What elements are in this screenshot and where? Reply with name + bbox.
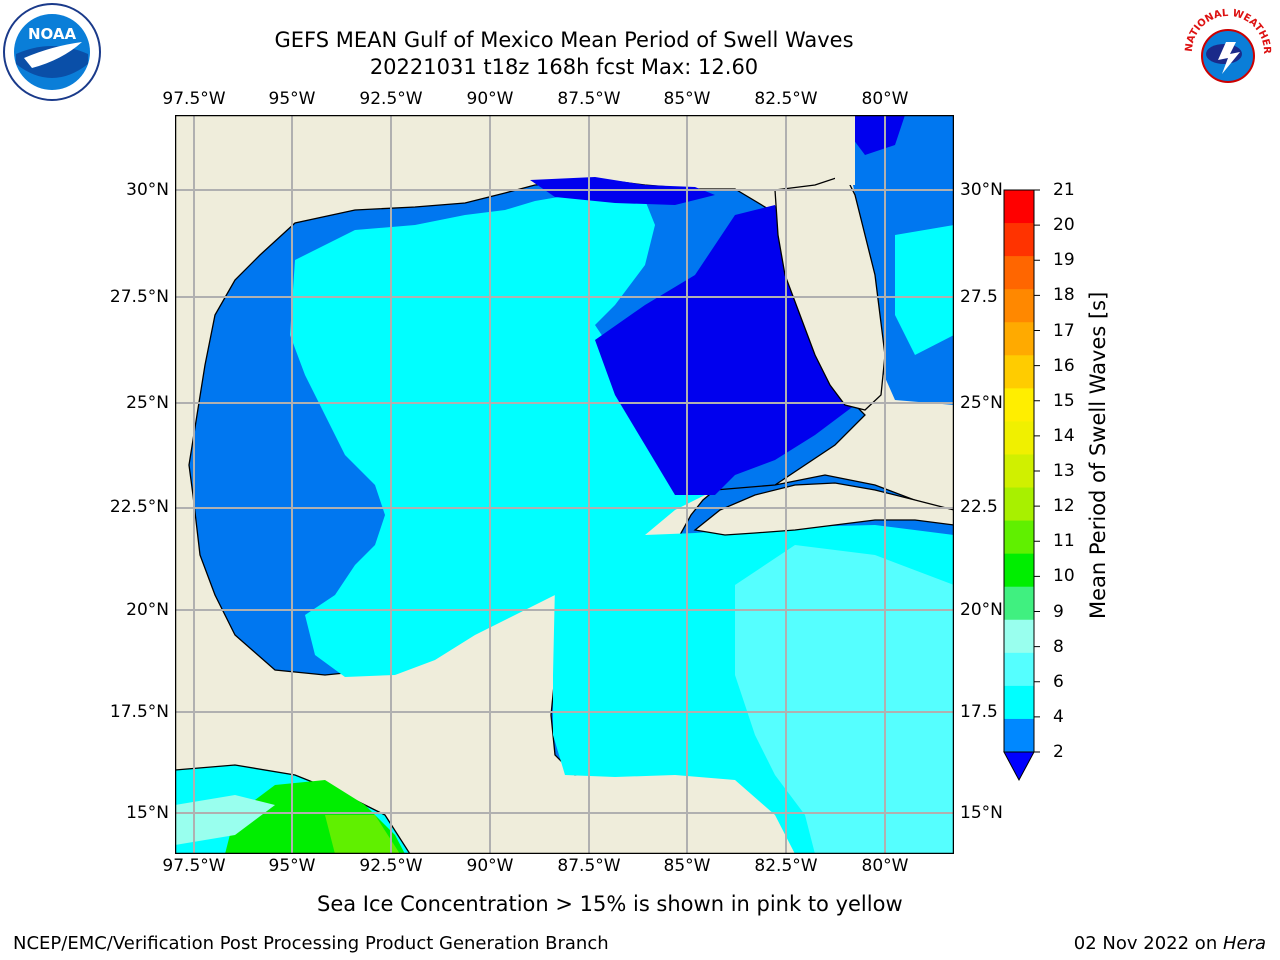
lat-label-right-4: 20°N <box>960 600 1003 620</box>
title-line-1: GEFS MEAN Gulf of Mexico Mean Period of … <box>274 28 854 52</box>
atlantic-dark <box>845 115 905 155</box>
colorbar-segment <box>1004 685 1034 720</box>
colorbar-segment <box>1004 586 1034 621</box>
noaa-logo-text: NOAA <box>28 25 77 43</box>
colorbar-segment <box>1004 421 1034 455</box>
colorbar-segment <box>1004 190 1034 224</box>
colorbar-segment <box>1004 553 1034 588</box>
nws-logo: NATIONAL WEATHER SERVICE <box>1174 0 1278 102</box>
lat-label-left-6: 15°N <box>126 803 169 823</box>
lat-label-right-1: 27.5 <box>960 287 998 307</box>
colorbar-tick-label: 20 <box>1053 215 1075 236</box>
footer-machine: Hera <box>1222 933 1266 954</box>
lon-label-bottom-0: 97.5°W <box>162 856 226 876</box>
colorbar-tick-label: 13 <box>1053 461 1075 481</box>
colorbar-tick-label: 11 <box>1053 531 1075 552</box>
lon-label-top-7: 80°W <box>861 89 909 109</box>
colorbar-segment <box>1004 355 1034 389</box>
colorbar-tick-label: 9 <box>1053 601 1064 622</box>
lat-label-left-1: 27.5°N <box>109 287 169 307</box>
noaa-logo: NOAA <box>2 2 102 102</box>
colorbar-segment <box>1004 652 1034 687</box>
lon-label-bottom-2: 92.5°W <box>359 856 423 876</box>
footer-date-text: 02 Nov 2022 on <box>1073 933 1223 954</box>
colorbar-tick-label: 8 <box>1053 636 1064 657</box>
pacific-lightgreen <box>325 815 400 854</box>
colorbar-segment <box>1004 619 1034 654</box>
lon-label-bottom-3: 90°W <box>466 856 514 876</box>
map-panel <box>175 115 954 854</box>
lon-label-bottom-6: 82.5°W <box>754 856 818 876</box>
colorbar-tick-label: 17 <box>1053 320 1075 341</box>
colorbar-tick-label: 19 <box>1053 250 1075 271</box>
colorbar-label: Mean Period of Swell Waves [s] <box>1086 291 1110 619</box>
florida-peninsula <box>774 174 886 411</box>
title-line-2: 20221031 t18z 168h fcst Max: 12.60 <box>369 55 759 79</box>
colorbar-tick-label: 12 <box>1053 496 1075 517</box>
colorbar-tick-label: 14 <box>1053 425 1075 446</box>
colorbar-segment <box>1004 520 1034 555</box>
lat-label-left-4: 20°N <box>126 600 169 620</box>
lat-label-left-5: 17.5°N <box>109 702 169 722</box>
lon-label-top-2: 92.5°W <box>359 89 423 109</box>
lon-label-top-0: 97.5°W <box>162 89 226 109</box>
lat-label-left-3: 22.5°N <box>109 497 169 517</box>
colorbar-segment <box>1004 256 1034 290</box>
lat-label-right-3: 22.5 <box>960 497 998 517</box>
lon-label-bottom-7: 80°W <box>861 856 909 876</box>
colorbar <box>1003 189 1040 782</box>
lon-label-top-3: 90°W <box>466 89 514 109</box>
lat-label-right-5: 17.5 <box>960 702 998 722</box>
pacific-lightcyan <box>175 795 275 845</box>
lon-label-top-5: 85°W <box>663 89 711 109</box>
lat-label-left-0: 30°N <box>126 180 169 200</box>
lon-label-bottom-5: 85°W <box>663 856 711 876</box>
colorbar-segment <box>1004 487 1034 522</box>
lon-label-top-1: 95°W <box>268 89 316 109</box>
colorbar-segment <box>1004 223 1034 257</box>
colorbar-tick-label: 16 <box>1053 355 1075 376</box>
light-cyan-region <box>735 545 954 854</box>
lon-label-bottom-4: 87.5°W <box>557 856 621 876</box>
colorbar-tick-label: 10 <box>1053 566 1075 587</box>
colorbar-tick-label: 18 <box>1053 285 1075 306</box>
lat-label-left-2: 25°N <box>126 393 169 413</box>
lon-label-top-6: 82.5°W <box>754 89 818 109</box>
colorbar-tick-label: 21 <box>1053 180 1075 200</box>
colorbar-tick-label: 6 <box>1053 671 1064 692</box>
atlantic-cyan <box>895 225 954 355</box>
footer-date: 02 Nov 2022 on Hera <box>1074 933 1266 954</box>
colorbar-segment <box>1004 454 1034 489</box>
colorbar-segment <box>1004 289 1034 323</box>
colorbar-tick-label: 2 <box>1053 742 1064 762</box>
lat-label-right-6: 15°N <box>960 803 1003 823</box>
sea-ice-note: Sea Ice Concentration > 15% is shown in … <box>317 892 903 916</box>
lat-lon-grid <box>175 115 954 854</box>
colorbar-tick-label: 4 <box>1053 706 1064 727</box>
map-frame <box>175 115 954 854</box>
colorbar-segment <box>1004 388 1034 422</box>
lat-label-right-2: 25°N <box>960 393 1003 413</box>
lat-label-right-0: 30°N <box>960 180 1003 200</box>
colorbar-segment <box>1004 322 1034 356</box>
lon-label-bottom-1: 95°W <box>268 856 316 876</box>
footer-credit: NCEP/EMC/Verification Post Processing Pr… <box>13 933 609 954</box>
colorbar-tick-label: 15 <box>1053 390 1075 411</box>
lon-label-top-4: 87.5°W <box>557 89 621 109</box>
colorbar-extend-triangle <box>1003 751 1035 782</box>
colorbar-segment <box>1004 718 1034 753</box>
